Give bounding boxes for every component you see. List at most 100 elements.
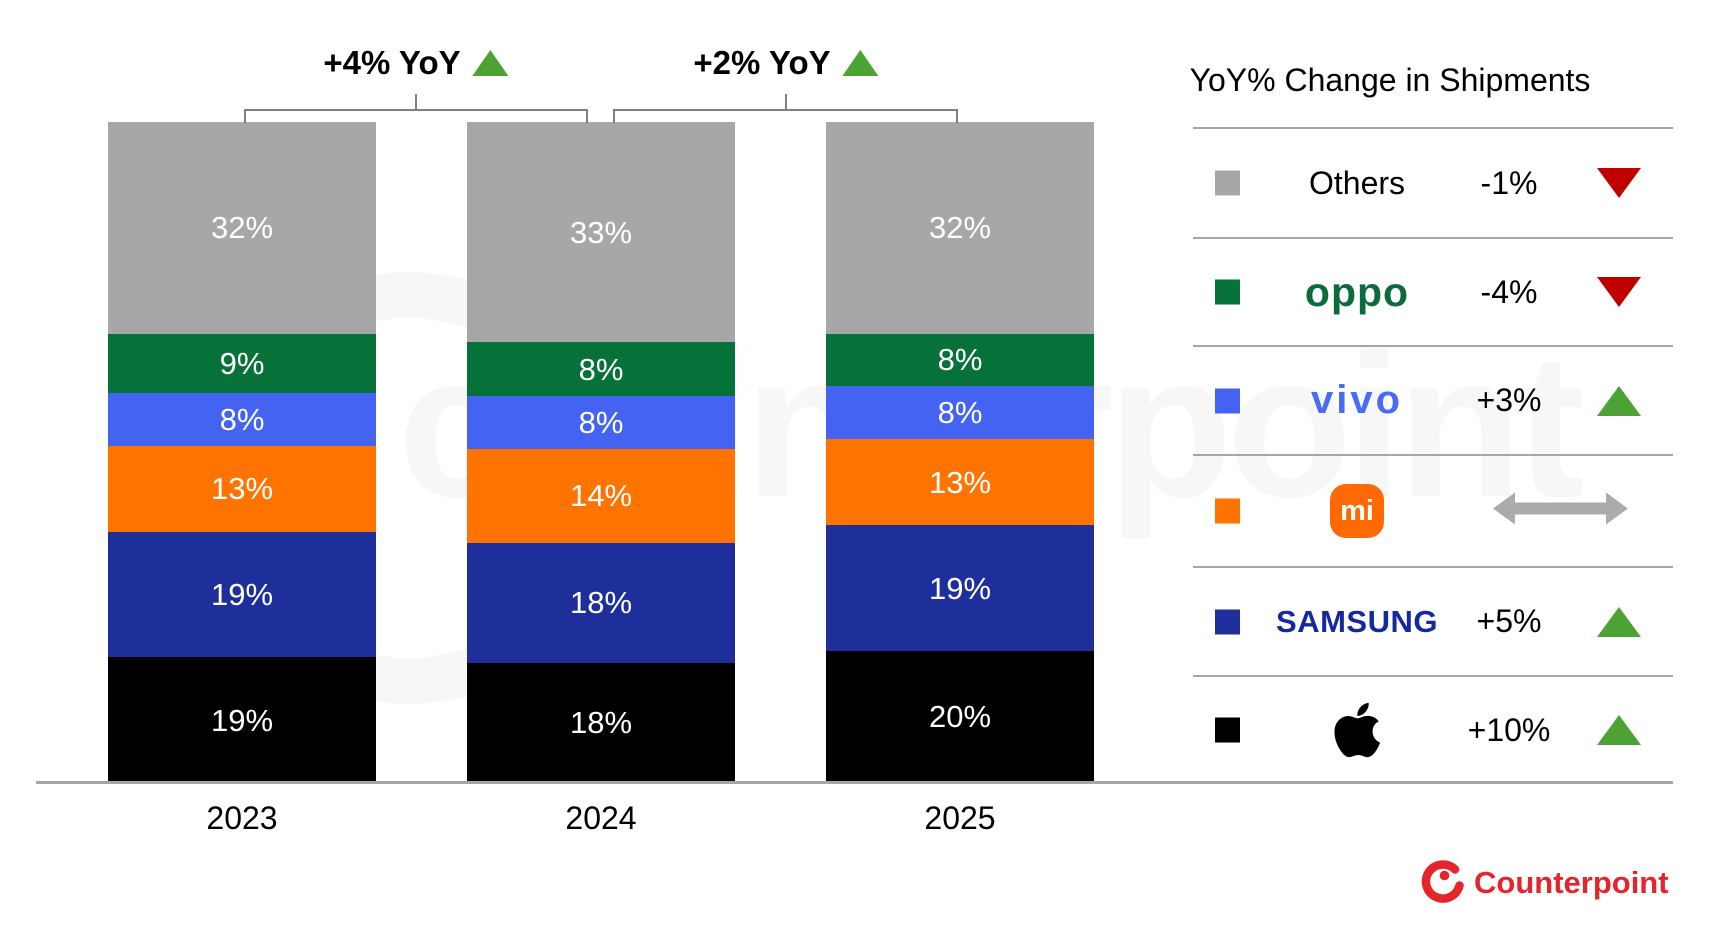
up-triangle-icon <box>1597 606 1641 637</box>
segment-value-label: 19% <box>210 702 274 738</box>
xiaomi-logo-icon: mi <box>1330 484 1384 538</box>
segment-value-label: 20% <box>928 699 992 735</box>
bracket-line <box>244 109 246 123</box>
legend-brand-samsung: SAMSUNG <box>1251 568 1463 675</box>
segment-value-label: 8% <box>578 351 624 387</box>
segment-value-label: 8% <box>219 401 265 437</box>
segment-vivo-2025: 8% <box>826 386 1094 440</box>
legend-change-others: -1% <box>1480 164 1538 201</box>
legend-swatch-vivo <box>1215 388 1240 413</box>
x-axis-label-2023: 2023 <box>206 800 278 836</box>
segment-value-label: 8% <box>578 404 624 440</box>
legend-brand-xiaomi: mi <box>1251 456 1463 566</box>
segment-xiaomi-2024: 14% <box>467 449 735 543</box>
x-axis-line <box>36 781 1673 784</box>
legend-swatch-xiaomi <box>1215 498 1240 524</box>
bar-2024: 33% 8% 8% 14% 18% 18% <box>467 122 735 784</box>
bracket-line <box>785 94 787 110</box>
flat-double-arrow-icon <box>1493 491 1628 532</box>
segment-value-label: 14% <box>569 478 633 514</box>
legend: YoY% Change in Shipments Others -1% oppo -4… <box>1190 0 1673 783</box>
segment-vivo-2023: 8% <box>108 393 376 446</box>
up-triangle-icon <box>1597 385 1641 416</box>
segment-apple-2025: 20% <box>826 650 1094 783</box>
counterpoint-logo: Counterpoint <box>1418 860 1669 906</box>
segment-others-2024: 33% <box>467 122 735 343</box>
bracket-line <box>415 94 417 110</box>
counterpoint-wordmark: Counterpoint <box>1474 865 1669 900</box>
legend-swatch-apple <box>1215 717 1240 743</box>
legend-indicator-samsung <box>1587 568 1651 675</box>
legend-row-others: Others -1% <box>1193 127 1673 237</box>
segment-value-label: 33% <box>569 214 633 250</box>
segment-value-label: 8% <box>937 342 983 378</box>
legend-swatch-oppo <box>1215 279 1240 305</box>
x-axis-label-2025: 2025 <box>924 800 996 836</box>
samsung-logo-text: SAMSUNG <box>1276 603 1438 639</box>
segment-others-2025: 32% <box>826 122 1094 334</box>
legend-indicator-oppo <box>1587 239 1651 345</box>
bar-2025: 32% 8% 8% 13% 19% 20% <box>826 122 1094 783</box>
legend-row-vivo: vivo +3% <box>1193 345 1673 454</box>
legend-brand-vivo: vivo <box>1251 347 1463 454</box>
segment-xiaomi-2023: 13% <box>108 445 376 532</box>
segment-samsung-2025: 19% <box>826 525 1094 651</box>
segment-value-label: 32% <box>928 210 992 246</box>
segment-value-label: 19% <box>928 570 992 606</box>
legend-row-oppo: oppo -4% <box>1193 237 1673 345</box>
segment-samsung-2024: 18% <box>467 542 735 663</box>
yoy-annotation-1: +4% YoY <box>323 44 509 82</box>
segment-value-label: 9% <box>219 345 265 381</box>
segment-oppo-2025: 8% <box>826 333 1094 387</box>
x-axis-label-2024: 2024 <box>565 800 637 836</box>
bracket-line <box>586 109 588 123</box>
legend-title: YoY% Change in Shipments <box>1189 62 1591 98</box>
legend-change-oppo: -4% <box>1480 273 1538 310</box>
legend-change-samsung: +5% <box>1476 603 1542 639</box>
up-triangle-icon <box>842 50 879 76</box>
down-triangle-icon <box>1597 168 1641 198</box>
apple-logo-icon <box>1334 702 1380 758</box>
segment-xiaomi-2025: 13% <box>826 439 1094 526</box>
segment-value-label: 13% <box>210 471 274 507</box>
segment-samsung-2023: 19% <box>108 531 376 658</box>
legend-change-vivo: +3% <box>1476 382 1542 418</box>
legend-change-apple: +10% <box>1467 711 1551 748</box>
others-logo-text: Others <box>1308 164 1406 201</box>
legend-row-samsung: SAMSUNG +5% <box>1193 566 1673 675</box>
bracket-line <box>956 109 958 123</box>
counterpoint-icon <box>1421 860 1464 903</box>
segment-apple-2024: 18% <box>467 662 735 784</box>
up-triangle-icon <box>1597 715 1641 745</box>
bracket-line <box>244 109 588 111</box>
yoy-annotation-text: +2% YoY <box>693 44 831 81</box>
legend-swatch-others <box>1215 170 1240 196</box>
legend-indicator-others <box>1587 129 1651 237</box>
legend-indicator-apple <box>1587 677 1651 783</box>
segment-oppo-2024: 8% <box>467 342 735 396</box>
segment-value-label: 32% <box>210 210 274 246</box>
segment-value-label: 18% <box>569 705 633 741</box>
segment-apple-2023: 19% <box>108 657 376 783</box>
segment-value-label: 13% <box>928 464 992 500</box>
legend-brand-oppo: oppo <box>1251 239 1463 345</box>
segment-oppo-2023: 9% <box>108 333 376 393</box>
legend-row-xiaomi: mi <box>1193 454 1673 566</box>
legend-brand-others: Others <box>1251 129 1463 237</box>
yoy-annotation-2: +2% YoY <box>693 44 879 82</box>
segment-value-label: 8% <box>937 395 983 431</box>
down-triangle-icon <box>1597 277 1641 307</box>
bracket-line <box>613 109 615 123</box>
segment-value-label: 19% <box>210 577 274 613</box>
legend-brand-apple <box>1251 677 1463 783</box>
bar-2023: 32% 9% 8% 13% 19% 19% <box>108 122 376 783</box>
legend-swatch-samsung <box>1215 609 1240 634</box>
segment-value-label: 18% <box>569 585 633 621</box>
segment-vivo-2024: 8% <box>467 395 735 450</box>
segment-others-2023: 32% <box>108 122 376 334</box>
bracket-line <box>613 109 958 111</box>
yoy-annotation-text: +4% YoY <box>323 44 461 81</box>
legend-indicator-vivo <box>1587 347 1651 454</box>
oppo-logo-text: oppo <box>1304 268 1410 315</box>
